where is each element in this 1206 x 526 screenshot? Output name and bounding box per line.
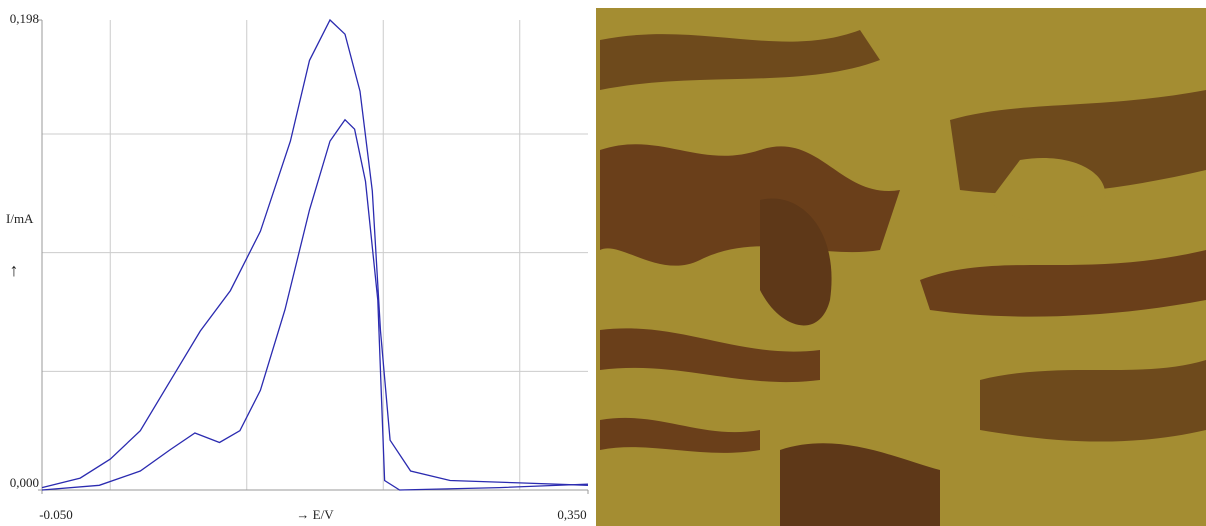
x-tick-label: 0,350	[557, 507, 586, 522]
y-tick-label: 0,198	[10, 11, 39, 26]
y-tick-label: 0,000	[10, 475, 39, 490]
micrograph-phase	[600, 328, 820, 383]
micrograph-phase	[780, 443, 940, 526]
x-tick-label: -0.050	[39, 507, 73, 522]
micrograph	[596, 8, 1206, 526]
y-axis-arrow: ↑	[10, 260, 19, 280]
y-axis-label: I/mA	[6, 211, 34, 226]
micrograph-grain	[990, 158, 1106, 221]
x-axis-label: → E/V	[296, 507, 334, 522]
micrograph-phase	[600, 144, 900, 266]
micrograph-phase	[980, 360, 1206, 442]
micrograph-phase	[600, 417, 760, 453]
micrograph-phase	[600, 30, 880, 90]
micrograph-phase	[920, 250, 1206, 317]
micrograph-phase	[760, 198, 832, 326]
data-line	[41, 18, 589, 489]
micrograph-phase	[950, 90, 1206, 194]
data-line	[41, 118, 589, 491]
